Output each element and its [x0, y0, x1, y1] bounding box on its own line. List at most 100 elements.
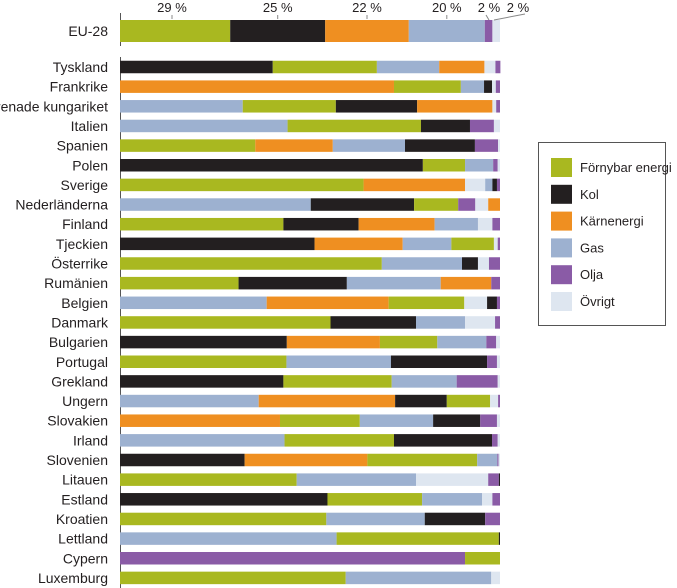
bar-segment-olja [458, 198, 476, 211]
eu-percent-label: 20 % [432, 0, 462, 15]
legend-swatch-gas [551, 238, 572, 258]
bar-segment-ovrigt [477, 257, 489, 270]
bar-segment-kol [120, 159, 423, 172]
bar-segment-olja [496, 296, 500, 310]
bar-segment-fornybar [465, 552, 500, 565]
bar-segment-kol [484, 80, 493, 93]
row-label: Portugal [56, 354, 108, 370]
bar-segment-ovrigt [492, 20, 500, 42]
bar-segment-kol [433, 414, 481, 427]
bar-segment-ovrigt [497, 159, 500, 172]
bar-segment-karn [439, 60, 485, 74]
bar-segment-gas [120, 296, 267, 310]
bar-segment-fornybar [327, 493, 423, 506]
row-label: Tyskland [53, 59, 108, 75]
bar-segment-ovrigt [493, 119, 500, 133]
row-label: Polen [72, 157, 108, 173]
bar-segment-gas [286, 355, 391, 368]
bar-segment-olja [469, 119, 494, 133]
bar-segment-ovrigt [498, 453, 500, 467]
bar-segment-gas [326, 512, 425, 526]
bar-segment-kol [390, 355, 488, 368]
legend-label: Förnybar energi [580, 160, 672, 175]
bar-segment-ovrigt [498, 139, 500, 152]
bar-segment-olja [498, 394, 500, 408]
bar-segment-ovrigt [492, 80, 496, 93]
bar-segment-karn [255, 139, 333, 152]
bar-segment-olja [487, 355, 497, 368]
row-label: Nederländerna [15, 197, 108, 213]
bar-segment-ovrigt [496, 414, 500, 427]
eu-label-leader [493, 13, 526, 21]
legend-label: Kärnenergi [580, 214, 644, 229]
bar-segment-karn [266, 296, 389, 310]
bar-segment-olja [495, 316, 500, 329]
row-label: Slovenien [47, 452, 109, 468]
bar-segment-kol [120, 335, 287, 349]
row-label: Litauen [62, 472, 108, 488]
bar-segment-gas [391, 375, 457, 388]
bar-segment-kol [310, 198, 415, 211]
legend-label: Kol [580, 187, 599, 202]
bar-segment-olja [480, 414, 497, 427]
bar-segment-fornybar [120, 276, 239, 290]
bar-segment-kol [424, 512, 486, 526]
bar-segment-ovrigt [477, 217, 493, 231]
legend-swatch-karn [551, 211, 572, 231]
bar-segment-olja [491, 276, 500, 290]
bar-segment-ovrigt [497, 434, 500, 447]
bar-segment-olja [488, 473, 499, 486]
bar-segment-olja [456, 375, 498, 388]
bar-segment-fornybar [272, 60, 377, 74]
bar-segment-karn [120, 414, 280, 427]
bar-segment-olja [474, 139, 499, 152]
bar-segment-fornybar [120, 20, 231, 42]
bar-segment-fornybar [393, 80, 461, 93]
legend-swatch-fornybar [551, 158, 572, 177]
bar-segment-gas [120, 100, 243, 113]
bar-segment-kol [405, 139, 475, 152]
legend-swatch-ovrigt [551, 292, 572, 311]
bar-segment-ovrigt [484, 60, 496, 74]
bar-segment-karn [244, 453, 368, 467]
bar-segment-karn [258, 394, 396, 408]
eu-percent-label: 25 % [263, 0, 293, 15]
bar-segment-ovrigt [491, 571, 500, 585]
bar-segment-gas [359, 414, 434, 427]
bar-segment-kol [498, 473, 500, 486]
eu-percent-label: 2 % [478, 0, 501, 15]
bar-segment-fornybar [120, 571, 346, 585]
bar-segment-fornybar [284, 434, 394, 447]
bar-segment-gas [434, 217, 478, 231]
bar-segment-kol [230, 20, 326, 42]
bar-segment-olja [497, 453, 499, 467]
bar-segment-kol [462, 257, 478, 270]
row-label: Österrike [51, 255, 108, 272]
row-label: Belgien [61, 295, 108, 311]
bar-segment-fornybar [120, 512, 327, 526]
legend-label: Olja [580, 267, 604, 282]
bar-segment-ovrigt [475, 198, 489, 211]
bar-segment-fornybar [388, 296, 465, 310]
legend-label: Gas [580, 240, 604, 255]
bar-segment-kol [283, 217, 359, 231]
bar-segment-gas [120, 119, 288, 133]
bar-segment-gas [381, 257, 462, 270]
bar-segment-ovrigt [496, 355, 500, 368]
row-label: Italien [71, 118, 108, 134]
bar-segment-gas [465, 159, 494, 172]
bar-segment-karn [440, 276, 492, 290]
bar-segment-kol [120, 375, 284, 388]
bar-segment-kol [487, 296, 497, 310]
row-label: Förenade kungariket [0, 98, 108, 114]
bar-segment-fornybar [120, 473, 297, 486]
bar-segment-olja [488, 257, 500, 270]
bar-segment-olja [495, 60, 501, 74]
bar-segment-fornybar [120, 257, 382, 270]
row-label: Lettland [58, 531, 108, 547]
bar-segment-fornybar [422, 159, 466, 172]
bar-segment-ovrigt [464, 296, 488, 310]
bar-segment-ovrigt [416, 473, 489, 486]
bar-segment-fornybar [120, 178, 364, 192]
bar-segment-fornybar [336, 532, 499, 545]
